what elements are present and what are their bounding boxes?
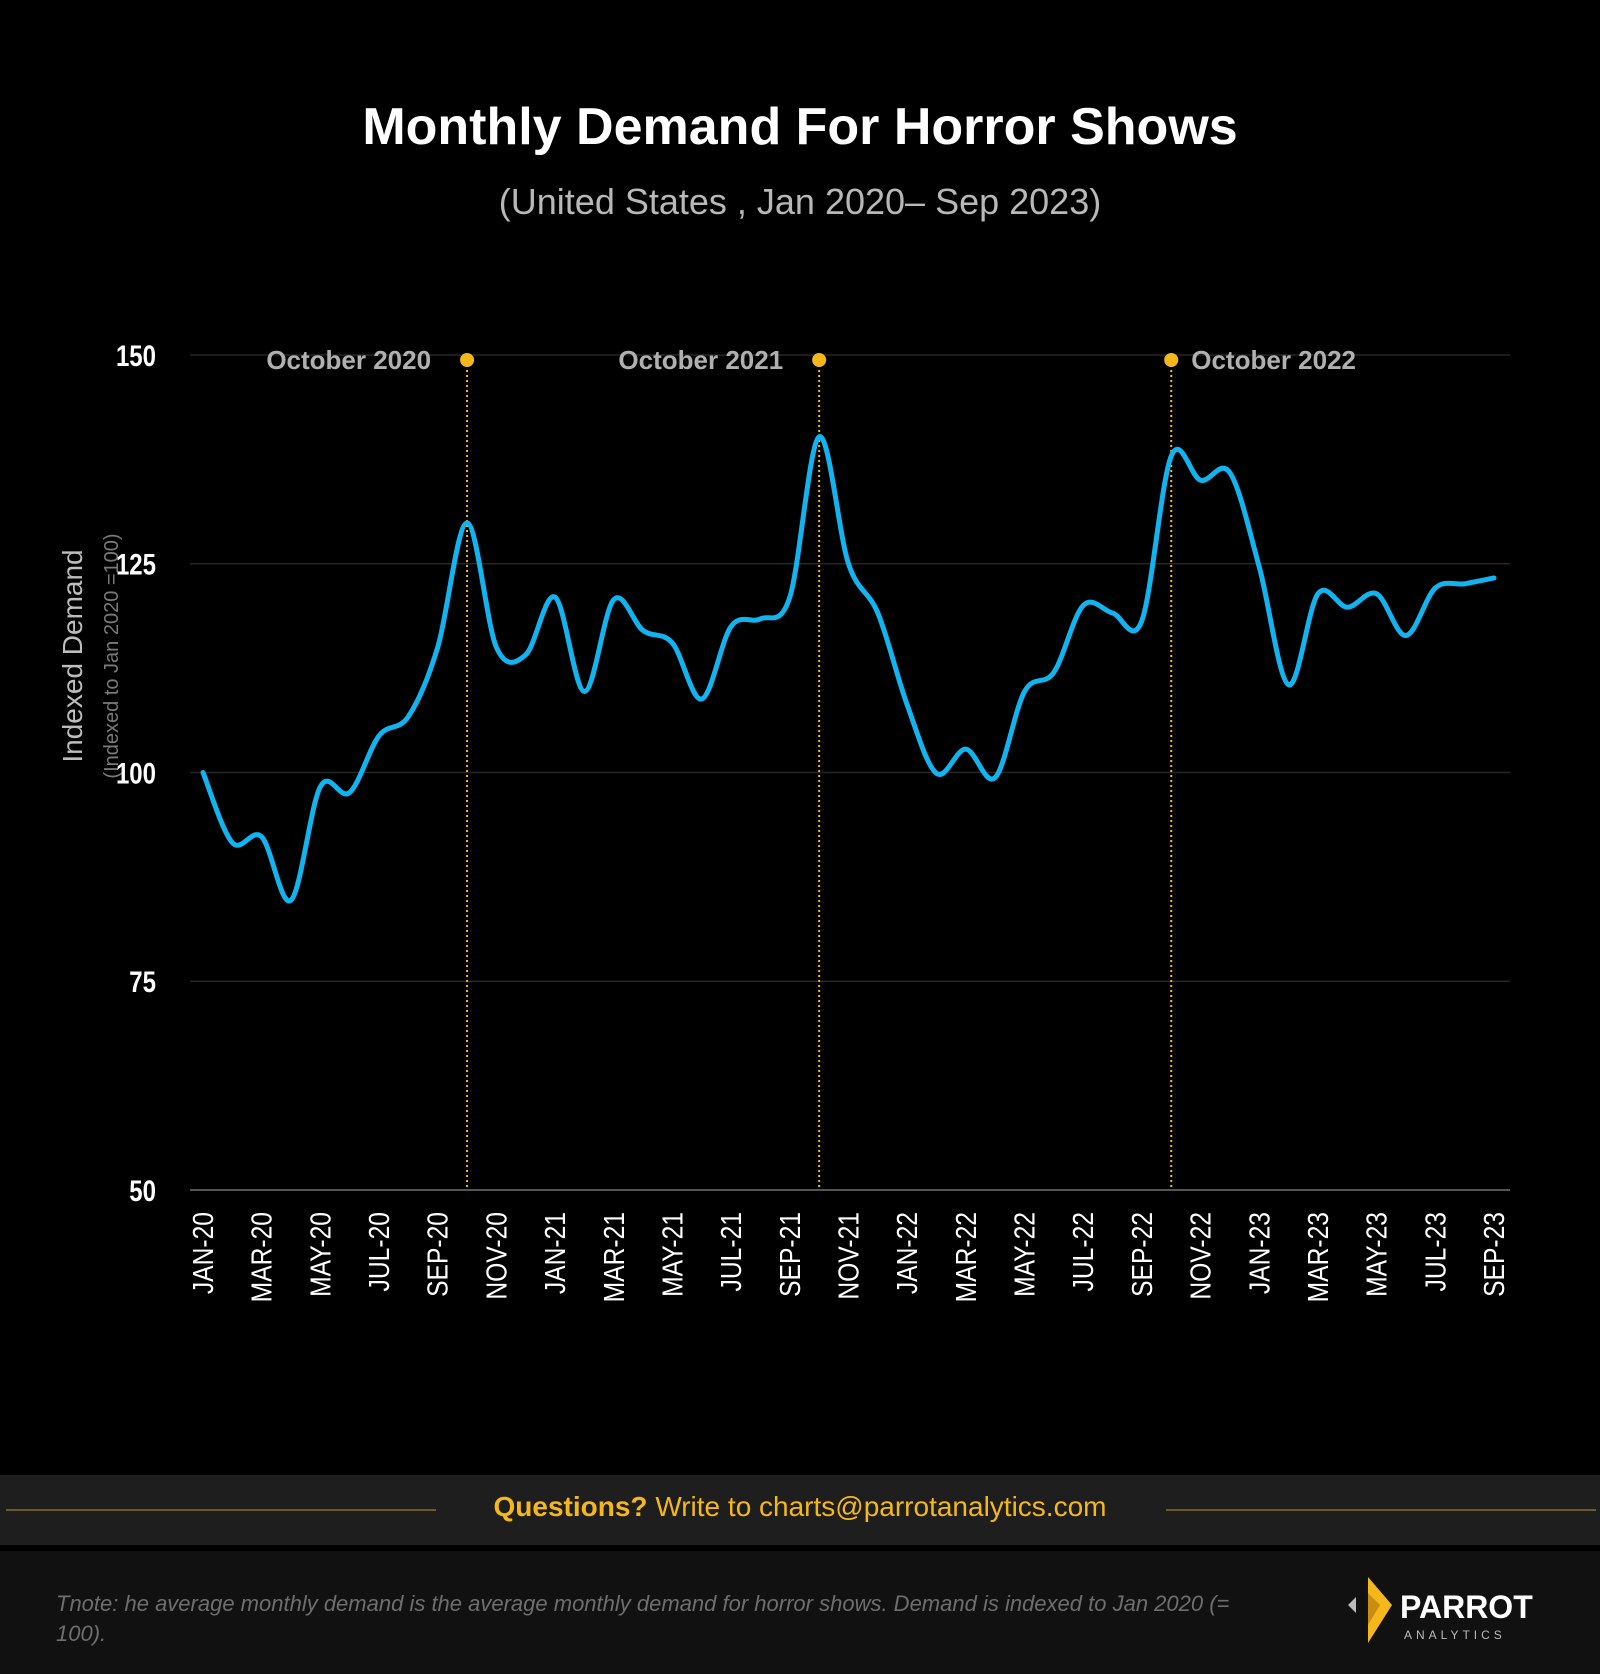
- x-tick-label: MAR-21: [598, 1212, 630, 1302]
- x-tick-label: SEP-22: [1126, 1212, 1158, 1297]
- x-tick-label: MAY-22: [1009, 1212, 1041, 1297]
- x-tick-label: MAY-20: [305, 1212, 337, 1297]
- x-tick-label: JUL-21: [715, 1212, 747, 1291]
- x-tick-label: JUL-20: [363, 1212, 395, 1291]
- questions-label: Questions?: [493, 1491, 648, 1522]
- x-tick-label: SEP-20: [422, 1212, 454, 1297]
- series-line: [200, 434, 1497, 904]
- x-tick-label: JAN-22: [891, 1212, 923, 1294]
- annotation-marker: [1164, 353, 1179, 367]
- chart-title: Monthly Demand For Horror Shows: [362, 98, 1237, 156]
- logo-subtext: ANALYTICS: [1404, 1628, 1506, 1642]
- annotation-label: October 2021: [618, 345, 783, 375]
- y-tick-label: 75: [129, 965, 156, 999]
- x-tick-label: JAN-23: [1243, 1212, 1275, 1294]
- x-tick-label: JUL-22: [1067, 1212, 1099, 1291]
- x-tick-label: JAN-20: [187, 1212, 219, 1294]
- x-tick-label: MAY-21: [657, 1212, 689, 1297]
- x-tick-label: JUL-23: [1419, 1212, 1451, 1291]
- y-tick-label: 100: [116, 756, 156, 790]
- annotation-marker: [460, 353, 475, 367]
- annotation-label: October 2022: [1191, 345, 1356, 375]
- x-tick-label: NOV-22: [1185, 1212, 1217, 1300]
- questions-email-link[interactable]: Write to charts@parrotanalytics.com: [655, 1491, 1107, 1522]
- questions-banner: Questions? Write to charts@parrotanalyti…: [0, 1475, 1600, 1545]
- logo-text: PARROT: [1400, 1589, 1533, 1625]
- annotation-marker: [812, 353, 827, 367]
- x-tick-label: MAR-23: [1302, 1212, 1334, 1302]
- divider-right: [1166, 1509, 1596, 1511]
- x-tick-label: MAR-20: [246, 1212, 278, 1302]
- x-tick-label: NOV-20: [481, 1212, 513, 1300]
- annotation-label: October 2020: [266, 345, 431, 375]
- x-tick-label: JAN-21: [539, 1212, 571, 1294]
- x-tick-label: MAR-22: [950, 1212, 982, 1302]
- x-tick-label: NOV-21: [833, 1212, 865, 1300]
- y-axis-label: Indexed Demand: [57, 549, 88, 762]
- x-tick-label: MAY-23: [1361, 1212, 1393, 1297]
- parrot-analytics-logo: PARROT ANALYTICS: [1348, 1577, 1533, 1643]
- divider-left: [6, 1509, 436, 1511]
- y-tick-label: 150: [116, 338, 156, 372]
- y-tick-label: 50: [129, 1173, 156, 1207]
- x-tick-label: SEP-23: [1478, 1212, 1510, 1297]
- chart-subtitle: (United States , Jan 2020– Sep 2023): [499, 181, 1101, 222]
- line-chart: Monthly Demand For Horror Shows (United …: [57, 98, 1510, 1302]
- footnote: Tnote: he average monthly demand is the …: [56, 1591, 1230, 1646]
- y-axis-sublabel: (Indexed to Jan 2020 =100): [101, 533, 123, 778]
- footer: Tnote: he average monthly demand is the …: [0, 1551, 1600, 1674]
- x-tick-label: SEP-21: [774, 1212, 806, 1297]
- y-tick-label: 125: [116, 547, 156, 581]
